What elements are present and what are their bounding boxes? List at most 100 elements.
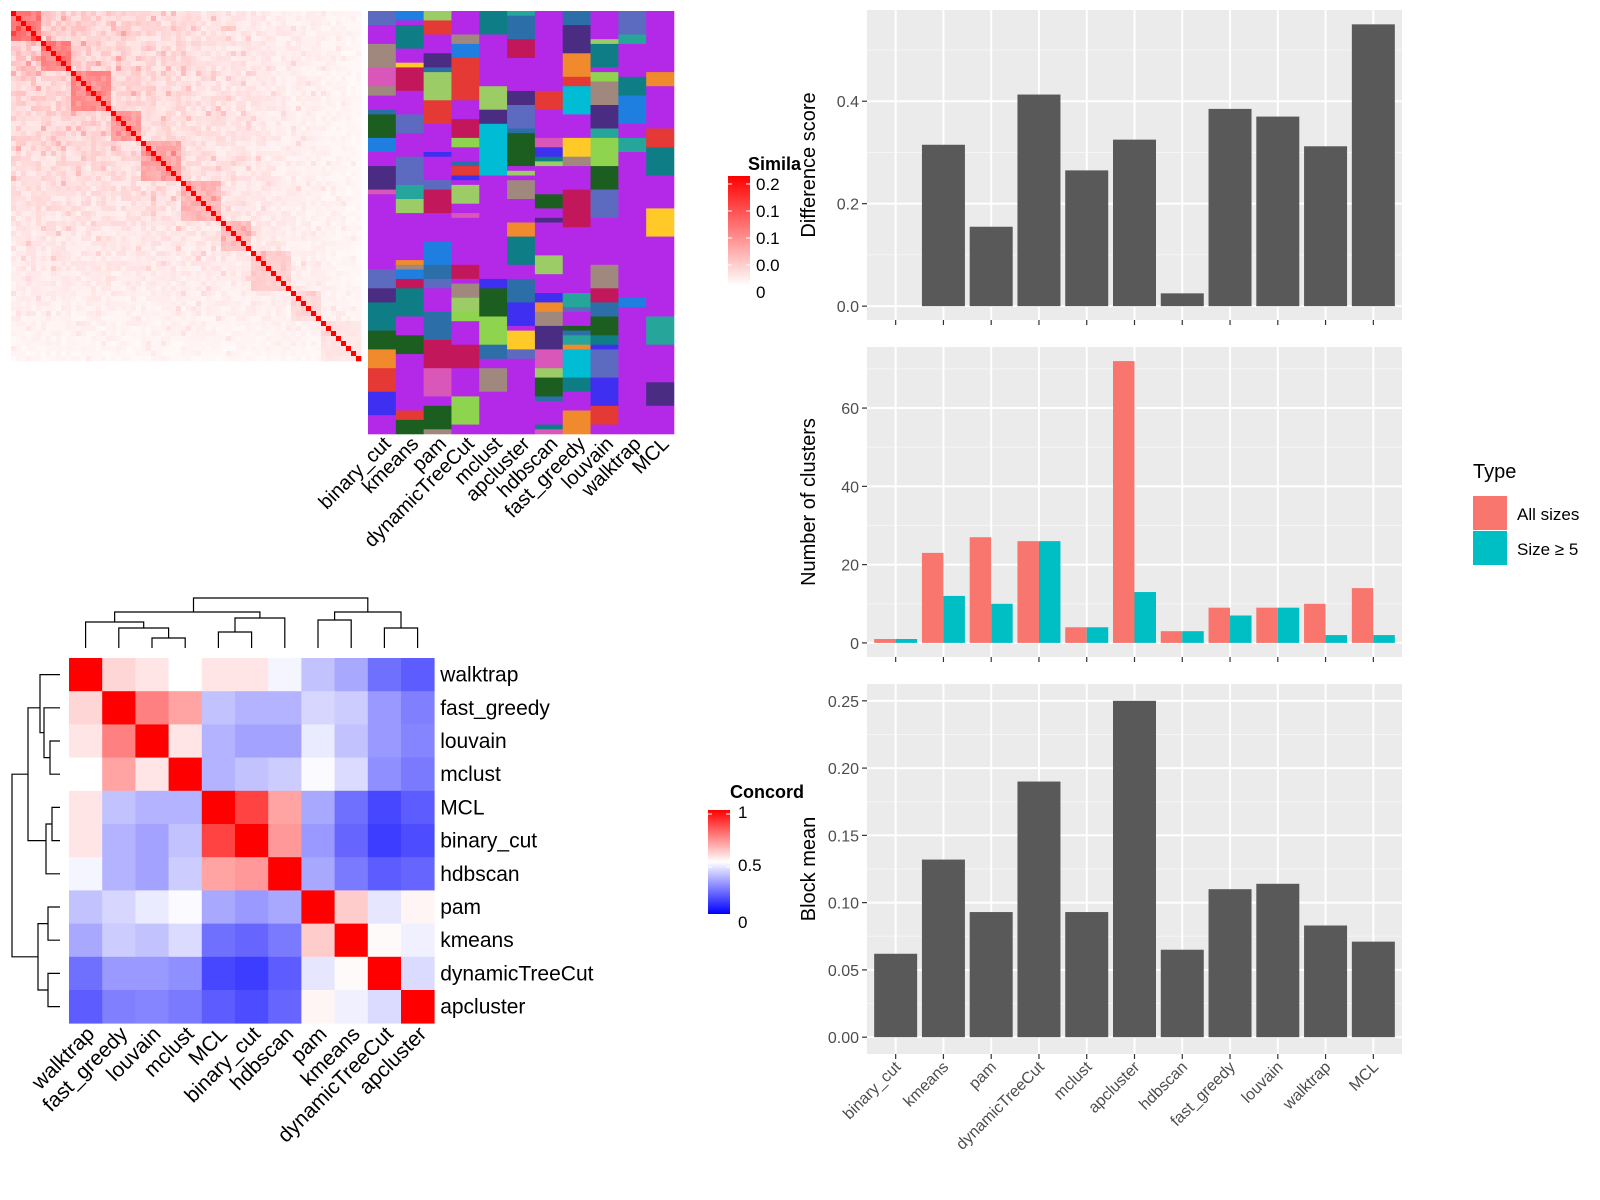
similarity-cell <box>76 231 82 237</box>
similarity-cell <box>271 271 277 277</box>
similarity-cell <box>16 251 22 257</box>
similarity-cell <box>256 241 262 247</box>
similarity-cell <box>321 316 327 322</box>
similarity-cell <box>351 311 357 317</box>
similarity-cell <box>11 326 17 332</box>
similarity-cell <box>91 331 97 337</box>
similarity-cell <box>61 326 67 332</box>
similarity-cell <box>11 116 17 122</box>
similarity-cell <box>26 266 32 272</box>
similarity-cell <box>61 26 67 32</box>
similarity-cell <box>56 231 62 237</box>
similarity-cell <box>106 191 112 197</box>
similarity-cell <box>351 151 357 157</box>
similarity-cell <box>161 171 167 177</box>
similarity-cell <box>281 316 287 322</box>
similarity-cell <box>126 266 132 272</box>
similarity-cell <box>241 171 247 177</box>
similarity-cell <box>136 221 142 227</box>
similarity-cell <box>36 241 42 247</box>
similarity-cell <box>146 316 152 322</box>
similarity-cell <box>216 136 222 142</box>
similarity-cell <box>211 116 217 122</box>
similarity-cell <box>51 181 57 187</box>
similarity-cell <box>121 276 127 282</box>
similarity-cell <box>286 226 292 232</box>
similarity-cell <box>121 26 127 32</box>
similarity-cell <box>151 201 157 207</box>
similarity-cell <box>256 186 262 192</box>
similarity-cell <box>56 241 62 247</box>
similarity-cell <box>271 46 277 52</box>
similarity-cell <box>281 91 287 97</box>
similarity-cell <box>151 161 157 167</box>
similarity-cell <box>246 146 252 152</box>
similarity-cell <box>76 71 82 77</box>
similarity-cell <box>251 216 257 222</box>
similarity-cell <box>71 336 77 342</box>
similarity-cell <box>351 41 357 47</box>
similarity-cell <box>336 116 342 122</box>
similarity-cell <box>151 186 157 192</box>
similarity-cell <box>331 71 337 77</box>
similarity-cell <box>41 251 47 257</box>
similarity-cell <box>141 236 147 242</box>
similarity-cell <box>231 331 237 337</box>
similarity-cell <box>66 266 72 272</box>
similarity-cell <box>301 291 307 297</box>
similarity-cell <box>81 311 87 317</box>
similarity-cell <box>206 291 212 297</box>
similarity-cell <box>191 141 197 147</box>
similarity-cell <box>266 216 272 222</box>
similarity-cell <box>256 116 262 122</box>
similarity-cell <box>11 261 17 267</box>
similarity-cell <box>306 241 312 247</box>
similarity-cell <box>56 171 62 177</box>
similarity-cell <box>216 191 222 197</box>
similarity-cell <box>46 291 52 297</box>
assignment-cell <box>423 100 452 125</box>
similarity-cell <box>11 101 17 107</box>
similarity-cell <box>316 121 322 127</box>
similarity-cell <box>81 66 87 72</box>
similarity-cell <box>291 346 297 352</box>
similarity-cell <box>41 196 47 202</box>
similarity-cell <box>141 276 147 282</box>
similarity-cell <box>291 261 297 267</box>
similarity-cell <box>241 46 247 52</box>
similarity-cell <box>281 141 287 147</box>
similarity-cell <box>181 141 187 147</box>
similarity-cell <box>346 291 352 297</box>
similarity-cell <box>26 336 32 342</box>
similarity-cell <box>186 51 192 57</box>
similarity-cell <box>71 251 77 257</box>
assignment-cell <box>368 349 397 369</box>
similarity-cell <box>241 231 247 237</box>
similarity-cell <box>216 251 222 257</box>
similarity-cell <box>156 306 162 312</box>
similarity-cell <box>116 116 122 122</box>
similarity-cell <box>91 306 97 312</box>
similarity-cell <box>196 131 202 137</box>
similarity-cell <box>321 141 327 147</box>
similarity-cell <box>76 341 82 347</box>
similarity-cell <box>216 86 222 92</box>
similarity-cell <box>281 121 287 127</box>
similarity-cell <box>81 201 87 207</box>
similarity-cell <box>56 141 62 147</box>
similarity-cell <box>176 106 182 112</box>
similarity-cell <box>286 31 292 37</box>
similarity-cell <box>336 311 342 317</box>
similarity-cell <box>71 281 77 287</box>
similarity-cell <box>261 166 267 172</box>
similarity-cell <box>51 291 57 297</box>
similarity-cell <box>291 151 297 157</box>
similarity-cell <box>296 66 302 72</box>
similarity-cell <box>26 356 32 362</box>
similarity-cell <box>11 201 17 207</box>
similarity-cell <box>201 76 207 82</box>
similarity-cell <box>41 171 47 177</box>
similarity-cell <box>141 306 147 312</box>
similarity-cell <box>251 31 257 37</box>
similarity-cell <box>156 216 162 222</box>
